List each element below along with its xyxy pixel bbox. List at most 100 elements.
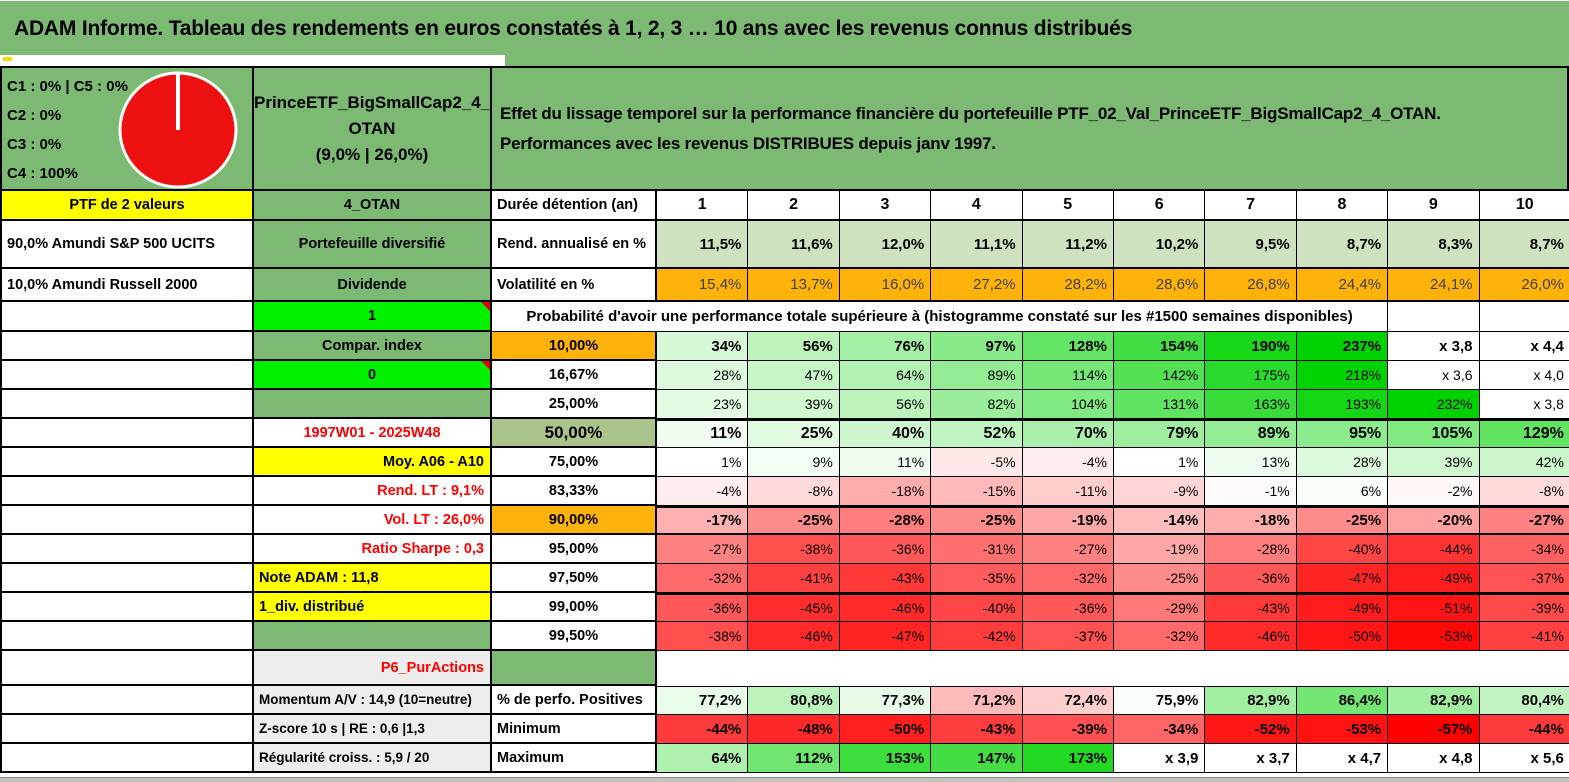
value-p975-col9[interactable]: -49% <box>1388 564 1480 593</box>
value-ptf-col9[interactable]: 9 <box>1388 191 1480 221</box>
value-p95-col6[interactable]: -19% <box>1113 535 1206 564</box>
cell-a-p995[interactable] <box>2 622 254 651</box>
value-p95-col8[interactable]: -40% <box>1296 535 1389 564</box>
value-p10-col4[interactable]: 97% <box>931 332 1023 361</box>
value-p99-col3[interactable]: -46% <box>839 593 932 622</box>
value-perf-col4[interactable]: 71,2% <box>931 686 1023 715</box>
value-p10-col8[interactable]: 237% <box>1296 332 1389 361</box>
probability-header-cell[interactable]: Probabilité d'avoir une performance tota… <box>492 302 1389 332</box>
cell-b-ptf[interactable]: 4_OTAN <box>254 191 492 221</box>
value-p8333-col2[interactable]: -8% <box>748 477 840 506</box>
value-p99-col10[interactable]: -39% <box>1479 593 1569 622</box>
value-min-col5[interactable]: -39% <box>1022 715 1114 744</box>
report-title[interactable]: ADAM Informe. Tableau des rendements en … <box>0 0 1569 55</box>
value-p995-col5[interactable]: -37% <box>1022 622 1114 651</box>
value-p75-col8[interactable]: 28% <box>1296 448 1389 477</box>
value-p1667-col7[interactable]: 175% <box>1205 361 1297 390</box>
cell-c-p25[interactable]: 25,00% <box>492 390 657 419</box>
value-p50-col5[interactable]: 70% <box>1022 419 1114 448</box>
value-min-col6[interactable]: -34% <box>1113 715 1206 744</box>
value-p995-col1[interactable]: -38% <box>657 622 749 651</box>
value-min-col2[interactable]: -48% <box>748 715 840 744</box>
value-p50-col4[interactable]: 52% <box>931 419 1023 448</box>
value-p95-col3[interactable]: -36% <box>839 535 932 564</box>
cell-b-max[interactable]: Régularité croiss. : 5,9 / 20 <box>254 744 492 773</box>
value-p90-col3[interactable]: -28% <box>839 506 932 535</box>
value-vol-col6[interactable]: 28,6% <box>1113 269 1206 302</box>
value-vol-col8[interactable]: 24,4% <box>1296 269 1389 302</box>
value-p90-col9[interactable]: -20% <box>1388 506 1480 535</box>
value-p10-col10[interactable]: x 4,4 <box>1479 332 1569 361</box>
value-p90-col7[interactable]: -18% <box>1205 506 1297 535</box>
cell-c-p995[interactable]: 99,50% <box>492 622 657 651</box>
value-p25-col10[interactable]: x 3,8 <box>1479 390 1569 419</box>
value-p1667-col9[interactable]: x 3,6 <box>1388 361 1480 390</box>
value-rend-col1[interactable]: 11,5% <box>657 221 749 269</box>
value-p1667-col3[interactable]: 64% <box>839 361 932 390</box>
value-vol-col4[interactable]: 27,2% <box>931 269 1023 302</box>
value-ptf-col2[interactable]: 2 <box>748 191 840 221</box>
cell-a-p975[interactable] <box>2 564 254 593</box>
empty-area-p6[interactable] <box>657 651 1569 686</box>
value-p75-col10[interactable]: 42% <box>1479 448 1569 477</box>
value-p995-col8[interactable]: -50% <box>1296 622 1389 651</box>
cell-b-probhdr[interactable]: 1 <box>254 302 492 332</box>
value-p8333-col5[interactable]: -11% <box>1022 477 1114 506</box>
value-p99-col9[interactable]: -51% <box>1388 593 1480 622</box>
value-p50-col8[interactable]: 95% <box>1296 419 1389 448</box>
cell-a-ptf[interactable]: PTF de 2 valeurs <box>2 191 254 221</box>
value-p1667-col10[interactable]: x 4,0 <box>1479 361 1569 390</box>
value-min-col10[interactable]: -44% <box>1479 715 1569 744</box>
value-p10-col9[interactable]: x 3,8 <box>1388 332 1480 361</box>
value-p975-col4[interactable]: -35% <box>931 564 1023 593</box>
value-p10-col6[interactable]: 154% <box>1113 332 1206 361</box>
value-max-col2[interactable]: 112% <box>748 744 840 773</box>
description-cell[interactable]: Effet du lissage temporel sur la perform… <box>492 68 1569 191</box>
cell-b-perf[interactable]: Momentum A/V : 14,9 (10=neutre) <box>254 686 492 715</box>
cell-b-p1667[interactable]: 0 <box>254 361 492 390</box>
value-p1667-col4[interactable]: 89% <box>931 361 1023 390</box>
value-p975-col1[interactable]: -32% <box>657 564 749 593</box>
value-p995-col10[interactable]: -41% <box>1479 622 1569 651</box>
value-max-col9[interactable]: x 4,8 <box>1388 744 1480 773</box>
value-rend-col6[interactable]: 10,2% <box>1113 221 1206 269</box>
value-p25-col6[interactable]: 131% <box>1113 390 1206 419</box>
cell-c-p50[interactable]: 50,00% <box>492 419 657 448</box>
cell-b-p90[interactable]: Vol. LT : 26,0% <box>254 506 492 535</box>
value-p25-col2[interactable]: 39% <box>748 390 840 419</box>
value-min-col7[interactable]: -52% <box>1205 715 1297 744</box>
value-p1667-col1[interactable]: 28% <box>657 361 749 390</box>
cell-b-p99[interactable]: 1_div. distribué <box>254 593 492 622</box>
cell-b-p95[interactable]: Ratio Sharpe : 0,3 <box>254 535 492 564</box>
value-vol-col5[interactable]: 28,2% <box>1022 269 1114 302</box>
value-rend-col3[interactable]: 12,0% <box>839 221 932 269</box>
cell-a-perf[interactable] <box>2 686 254 715</box>
value-p50-col6[interactable]: 79% <box>1113 419 1206 448</box>
value-p95-col4[interactable]: -31% <box>931 535 1023 564</box>
value-rend-col5[interactable]: 11,2% <box>1022 221 1114 269</box>
value-perf-col1[interactable]: 77,2% <box>657 686 749 715</box>
cell-a-p75[interactable] <box>2 448 254 477</box>
value-p8333-col3[interactable]: -18% <box>839 477 932 506</box>
value-p25-col4[interactable]: 82% <box>931 390 1023 419</box>
cell-a-p6[interactable] <box>2 651 254 686</box>
value-perf-col10[interactable]: 80,4% <box>1479 686 1569 715</box>
value-perf-col6[interactable]: 75,9% <box>1113 686 1206 715</box>
value-p75-col6[interactable]: 1% <box>1113 448 1206 477</box>
value-p975-col5[interactable]: -32% <box>1022 564 1114 593</box>
cell-a-p50[interactable] <box>2 419 254 448</box>
value-vol-col7[interactable]: 26,8% <box>1205 269 1297 302</box>
value-p1667-col6[interactable]: 142% <box>1113 361 1206 390</box>
cell-c-rend[interactable]: Rend. annualisé en % <box>492 221 657 269</box>
cell-c-perf[interactable]: % de perfo. Positives <box>492 686 657 715</box>
value-ptf-col5[interactable]: 5 <box>1022 191 1114 221</box>
value-p99-col6[interactable]: -29% <box>1113 593 1206 622</box>
value-p995-col3[interactable]: -47% <box>839 622 932 651</box>
value-min-col4[interactable]: -43% <box>931 715 1023 744</box>
value-p8333-col6[interactable]: -9% <box>1113 477 1206 506</box>
value-p8333-col7[interactable]: -1% <box>1205 477 1297 506</box>
value-p99-col2[interactable]: -45% <box>748 593 840 622</box>
value-p50-col9[interactable]: 105% <box>1388 419 1480 448</box>
value-p95-col5[interactable]: -27% <box>1022 535 1114 564</box>
value-p75-col4[interactable]: -5% <box>931 448 1023 477</box>
